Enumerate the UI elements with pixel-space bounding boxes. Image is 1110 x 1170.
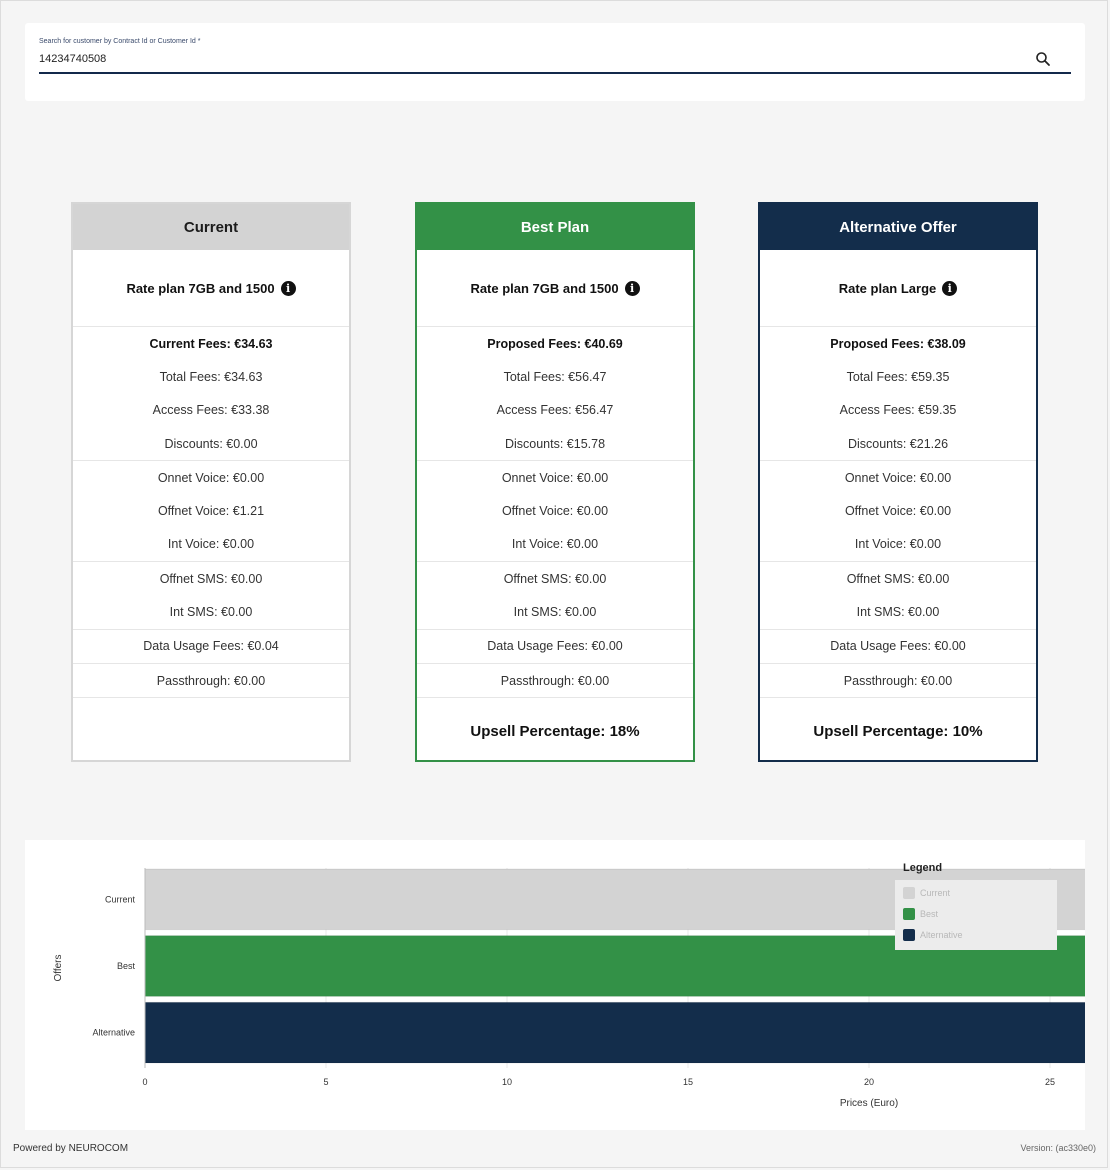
- discounts: Discounts: €0.00: [164, 436, 258, 451]
- offnet-voice: Offnet Voice: €0.00: [844, 504, 952, 519]
- discounts: Discounts: €15.78: [504, 436, 606, 451]
- legend-label-current: Current: [920, 888, 951, 898]
- y-axis-title: Offers: [53, 954, 64, 981]
- fees-group: Proposed Fees: €40.69 Total Fees: €56.47…: [417, 327, 693, 462]
- int-voice: Int Voice: €0.00: [854, 537, 942, 552]
- legend-item-current[interactable]: Current: [903, 887, 950, 899]
- x-tick-label: 20: [864, 1077, 874, 1087]
- passthrough-group: Passthrough: €0.00: [417, 664, 693, 699]
- voice-group: Onnet Voice: €0.00 Offnet Voice: €1.21 I…: [73, 461, 349, 563]
- x-tick-label: 0: [142, 1077, 147, 1087]
- sms-group: Offnet SMS: €0.00 Int SMS: €0.00: [417, 562, 693, 630]
- discounts: Discounts: €21.26: [847, 436, 949, 451]
- data-usage-fees: Data Usage Fees: €0.04: [143, 639, 279, 654]
- upsell-percentage: Upsell Percentage: 10%: [813, 722, 983, 740]
- plan-name-label: Rate plan 7GB and 1500: [126, 280, 275, 296]
- footer-version: Version: (ac330e0): [1020, 1143, 1096, 1153]
- y-category-label-current: Current: [105, 894, 136, 904]
- legend-title: Legend: [903, 862, 943, 874]
- plan-name: Rate plan 7GB and 1500 i: [417, 250, 693, 327]
- fees-group: Current Fees: €34.63 Total Fees: €34.63 …: [73, 327, 349, 462]
- legend-item-best[interactable]: Best: [903, 908, 938, 920]
- legend-label-alternative: Alternative: [920, 930, 963, 940]
- legend-box: Current Best Alternative: [895, 880, 1057, 950]
- sms-group: Offnet SMS: €0.00 Int SMS: €0.00: [760, 562, 1036, 630]
- fees-title: Proposed Fees: €38.09: [830, 336, 966, 351]
- onnet-voice: Onnet Voice: €0.00: [157, 470, 265, 485]
- passthrough-group: Passthrough: €0.00: [760, 664, 1036, 699]
- data-usage-fees: Data Usage Fees: €0.00: [830, 639, 966, 654]
- x-axis-title: Prices (Euro): [840, 1098, 898, 1109]
- offnet-sms: Offnet SMS: €0.00: [159, 571, 263, 586]
- plan-name-label: Rate plan 7GB and 1500: [470, 280, 619, 296]
- info-icon[interactable]: i: [942, 280, 958, 296]
- plan-name-label: Rate plan Large: [838, 280, 937, 296]
- plan-card-best: Best Plan Rate plan 7GB and 1500 i Propo…: [415, 202, 695, 762]
- int-sms: Int SMS: €0.00: [856, 605, 940, 620]
- search-input[interactable]: 14234740508: [39, 53, 107, 65]
- total-fees: Total Fees: €59.35: [846, 369, 950, 384]
- onnet-voice: Onnet Voice: €0.00: [844, 470, 952, 485]
- total-fees: Total Fees: €34.63: [159, 369, 263, 384]
- x-tick-label: 10: [502, 1077, 512, 1087]
- data-usage-fees: Data Usage Fees: €0.00: [487, 639, 623, 654]
- access-fees: Access Fees: €59.35: [839, 403, 957, 418]
- access-fees: Access Fees: €33.38: [152, 403, 270, 418]
- passthrough: Passthrough: €0.00: [843, 673, 953, 688]
- plan-name: Rate plan 7GB and 1500 i: [73, 250, 349, 327]
- offnet-sms: Offnet SMS: €0.00: [503, 571, 607, 586]
- upsell-percentage: Upsell Percentage: 18%: [470, 722, 640, 740]
- voice-group: Onnet Voice: €0.00 Offnet Voice: €0.00 I…: [760, 461, 1036, 563]
- upsell-percentage: [73, 698, 349, 764]
- info-icon[interactable]: i: [280, 280, 296, 296]
- plan-header: Current: [73, 204, 349, 250]
- int-sms: Int SMS: €0.00: [169, 605, 253, 620]
- data-group: Data Usage Fees: €0.00: [417, 630, 693, 664]
- search-label: Search for customer by Contract Id or Cu…: [39, 38, 201, 45]
- plan-name: Rate plan Large i: [760, 250, 1036, 327]
- offnet-sms: Offnet SMS: €0.00: [846, 571, 950, 586]
- legend-swatch-best: [903, 908, 915, 920]
- legend-label-best: Best: [920, 909, 939, 919]
- bar-alternative: [144, 1001, 1085, 1064]
- legend-swatch-current: [903, 887, 915, 899]
- sms-group: Offnet SMS: €0.00 Int SMS: €0.00: [73, 562, 349, 630]
- access-fees: Access Fees: €56.47: [496, 403, 614, 418]
- info-icon[interactable]: i: [624, 280, 640, 296]
- int-voice: Int Voice: €0.00: [167, 537, 255, 552]
- y-category-label-best: Best: [117, 961, 136, 971]
- legend-item-alternative[interactable]: Alternative: [903, 929, 963, 941]
- price-chart: 0510152025303540CurrentBestAlternativePr…: [25, 840, 1085, 1130]
- passthrough: Passthrough: €0.00: [500, 673, 610, 688]
- plan-header: Alternative Offer: [760, 204, 1036, 250]
- search-icon[interactable]: [1035, 51, 1051, 67]
- offnet-voice: Offnet Voice: €1.21: [157, 504, 265, 519]
- onnet-voice: Onnet Voice: €0.00: [501, 470, 609, 485]
- footer-powered-by: Powered by NEUROCOM: [13, 1143, 129, 1154]
- data-group: Data Usage Fees: €0.00: [760, 630, 1036, 664]
- search-card: Search for customer by Contract Id or Cu…: [25, 23, 1085, 101]
- x-tick-label: 5: [323, 1077, 328, 1087]
- legend-swatch-alternative: [903, 929, 915, 941]
- fees-group: Proposed Fees: €38.09 Total Fees: €59.35…: [760, 327, 1036, 462]
- fees-title: Proposed Fees: €40.69: [487, 336, 623, 351]
- passthrough-group: Passthrough: €0.00: [73, 664, 349, 699]
- fees-title: Current Fees: €34.63: [149, 336, 273, 351]
- x-tick-label: 25: [1045, 1077, 1055, 1087]
- y-category-label-alternative: Alternative: [92, 1028, 135, 1038]
- passthrough: Passthrough: €0.00: [156, 673, 266, 688]
- offnet-voice: Offnet Voice: €0.00: [501, 504, 609, 519]
- data-group: Data Usage Fees: €0.04: [73, 630, 349, 664]
- int-voice: Int Voice: €0.00: [511, 537, 599, 552]
- plan-card-alternative: Alternative Offer Rate plan Large i Prop…: [758, 202, 1038, 762]
- x-tick-label: 15: [683, 1077, 693, 1087]
- total-fees: Total Fees: €56.47: [503, 369, 607, 384]
- search-underline: [39, 72, 1071, 74]
- int-sms: Int SMS: €0.00: [513, 605, 597, 620]
- voice-group: Onnet Voice: €0.00 Offnet Voice: €0.00 I…: [417, 461, 693, 563]
- plan-card-current: Current Rate plan 7GB and 1500 i Current…: [71, 202, 351, 762]
- plan-header: Best Plan: [417, 204, 693, 250]
